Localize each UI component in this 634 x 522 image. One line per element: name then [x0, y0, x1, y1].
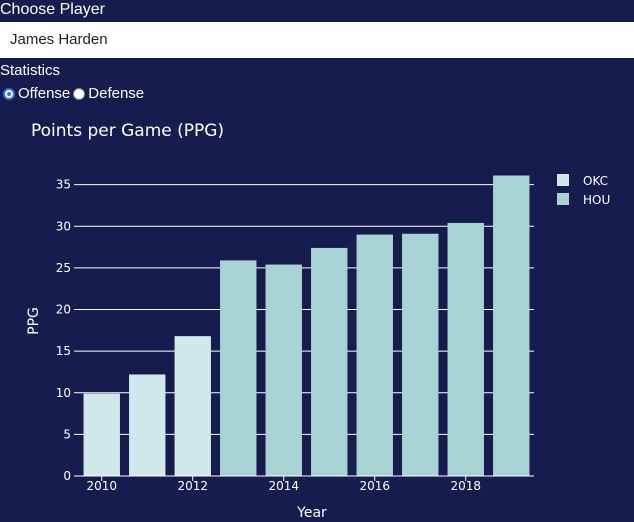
bar-okc-2012[interactable] — [174, 336, 211, 476]
bar-okc-2010[interactable] — [83, 393, 120, 476]
x-tick-label: 2018 — [450, 479, 481, 493]
statistics-label: Statistics — [0, 62, 61, 79]
legend: OKC HOU — [557, 174, 610, 207]
x-tick-label: 2012 — [177, 479, 208, 493]
bar-hou-2015[interactable] — [311, 247, 348, 476]
bar-hou-2016[interactable] — [356, 234, 393, 476]
x-tick-label: 2010 — [86, 479, 117, 493]
x-axis: 2010 2012 2014 2016 2018 — [79, 475, 534, 493]
y-tick-label: 15 — [56, 344, 71, 358]
bar-hou-2013[interactable] — [220, 260, 257, 476]
offense-radio[interactable] — [3, 87, 15, 100]
y-tick-label: 5 — [63, 427, 71, 441]
legend-swatch-okc[interactable] — [557, 174, 569, 186]
y-axis-label: PPG — [26, 307, 42, 335]
y-tick-label: 35 — [56, 178, 71, 192]
bar-okc-2011[interactable] — [129, 374, 166, 476]
player-dropdown[interactable]: James Harden — [0, 22, 634, 58]
bar-hou-2018[interactable] — [447, 222, 484, 476]
y-tick-label: 20 — [56, 303, 71, 317]
bar-group — [83, 175, 530, 477]
statistics-radio-group: Offense Defense — [3, 85, 147, 102]
legend-swatch-hou[interactable] — [557, 193, 569, 205]
defense-radio-label[interactable]: Defense — [88, 85, 145, 102]
y-tick-label: 30 — [56, 219, 71, 233]
y-tick-label: 0 — [63, 469, 71, 483]
player-select-label: Choose Player — [0, 1, 105, 18]
y-tick-label: 10 — [56, 386, 71, 400]
legend-label-okc[interactable]: OKC — [583, 174, 608, 188]
y-tick-label: 25 — [56, 261, 71, 275]
x-tick-label: 2014 — [268, 479, 299, 493]
legend-label-hou[interactable]: HOU — [583, 193, 610, 207]
bar-hou-2017[interactable] — [402, 233, 439, 476]
bar-hou-2014[interactable] — [265, 264, 302, 476]
y-axis: 0 5 10 15 20 25 30 35 — [56, 178, 79, 483]
chart-title: Points per Game (PPG) — [31, 121, 224, 141]
bar-hou-2019[interactable] — [493, 175, 530, 477]
x-axis-label: Year — [296, 505, 327, 521]
x-tick-label: 2016 — [359, 479, 390, 493]
offense-radio-label[interactable]: Offense — [18, 85, 71, 102]
defense-radio[interactable] — [73, 87, 86, 100]
